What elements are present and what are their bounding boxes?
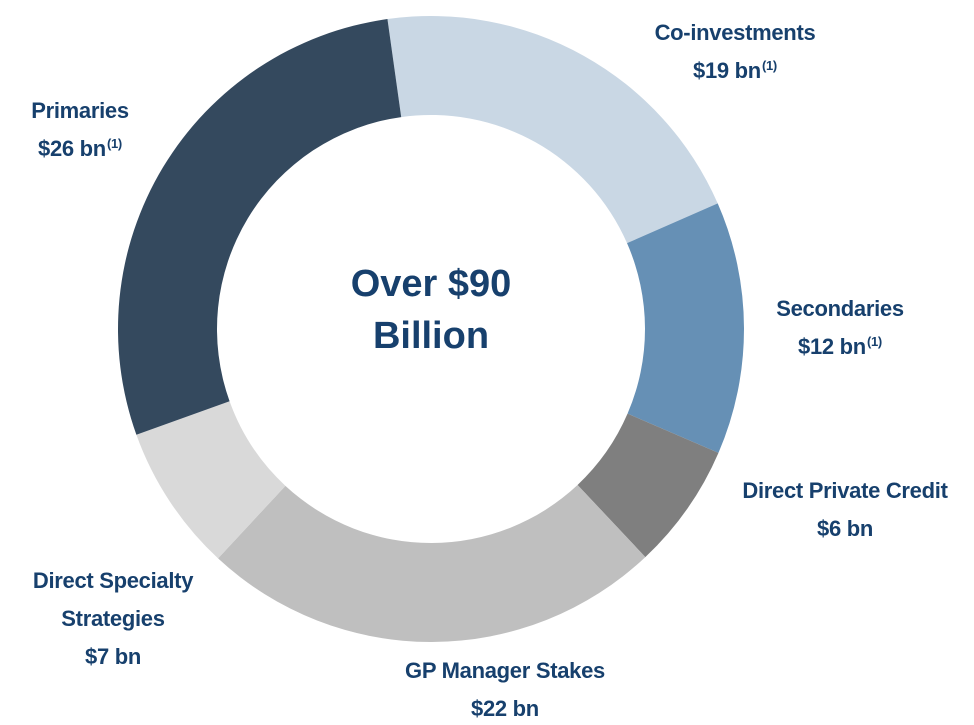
slice-label: Direct Specialty Strategies $7 bn	[13, 562, 213, 676]
donut-slice	[118, 19, 402, 435]
slice-name: Direct Specialty Strategies	[32, 568, 194, 631]
slice-value-line: $7 bn	[13, 638, 213, 676]
footnote-marker: (1)	[106, 136, 122, 151]
slice-label: Primaries $26 bn(1)	[0, 92, 160, 168]
slice-name: Co-investments	[654, 20, 816, 45]
slice-value: $6 bn	[817, 516, 873, 541]
slice-name: GP Manager Stakes	[405, 658, 605, 683]
slice-label: Co-investments $19 bn(1)	[605, 14, 865, 90]
slice-value-line: $22 bn	[355, 690, 655, 725]
slice-value-line: $19 bn(1)	[605, 52, 865, 90]
footnote-marker: (1)	[761, 58, 777, 73]
slice-label: Direct Private Credit $6 bn	[705, 472, 974, 548]
slice-value-line: $6 bn	[705, 510, 974, 548]
slice-name: Primaries	[31, 98, 129, 123]
slice-value: $7 bn	[85, 644, 141, 669]
slice-value: $12 bn	[798, 334, 866, 359]
slice-name: Secondaries	[776, 296, 904, 321]
slice-name: Direct Private Credit	[742, 478, 948, 503]
footnote-marker: (1)	[866, 334, 882, 349]
donut-slice	[627, 203, 744, 453]
slice-label: Secondaries $12 bn(1)	[730, 290, 950, 366]
slice-value-line: $12 bn(1)	[730, 328, 950, 366]
slice-value: $22 bn	[471, 696, 539, 721]
donut-slice	[387, 15, 718, 244]
center-label: Over $90 Billion	[350, 263, 512, 357]
slice-label: GP Manager Stakes $22 bn	[355, 652, 655, 725]
slice-value: $26 bn	[38, 136, 106, 161]
donut-slice	[218, 484, 646, 642]
slice-value-line: $26 bn(1)	[0, 130, 160, 168]
donut-slice	[136, 401, 286, 559]
donut-slice	[577, 413, 719, 558]
slice-value: $19 bn	[693, 58, 761, 83]
